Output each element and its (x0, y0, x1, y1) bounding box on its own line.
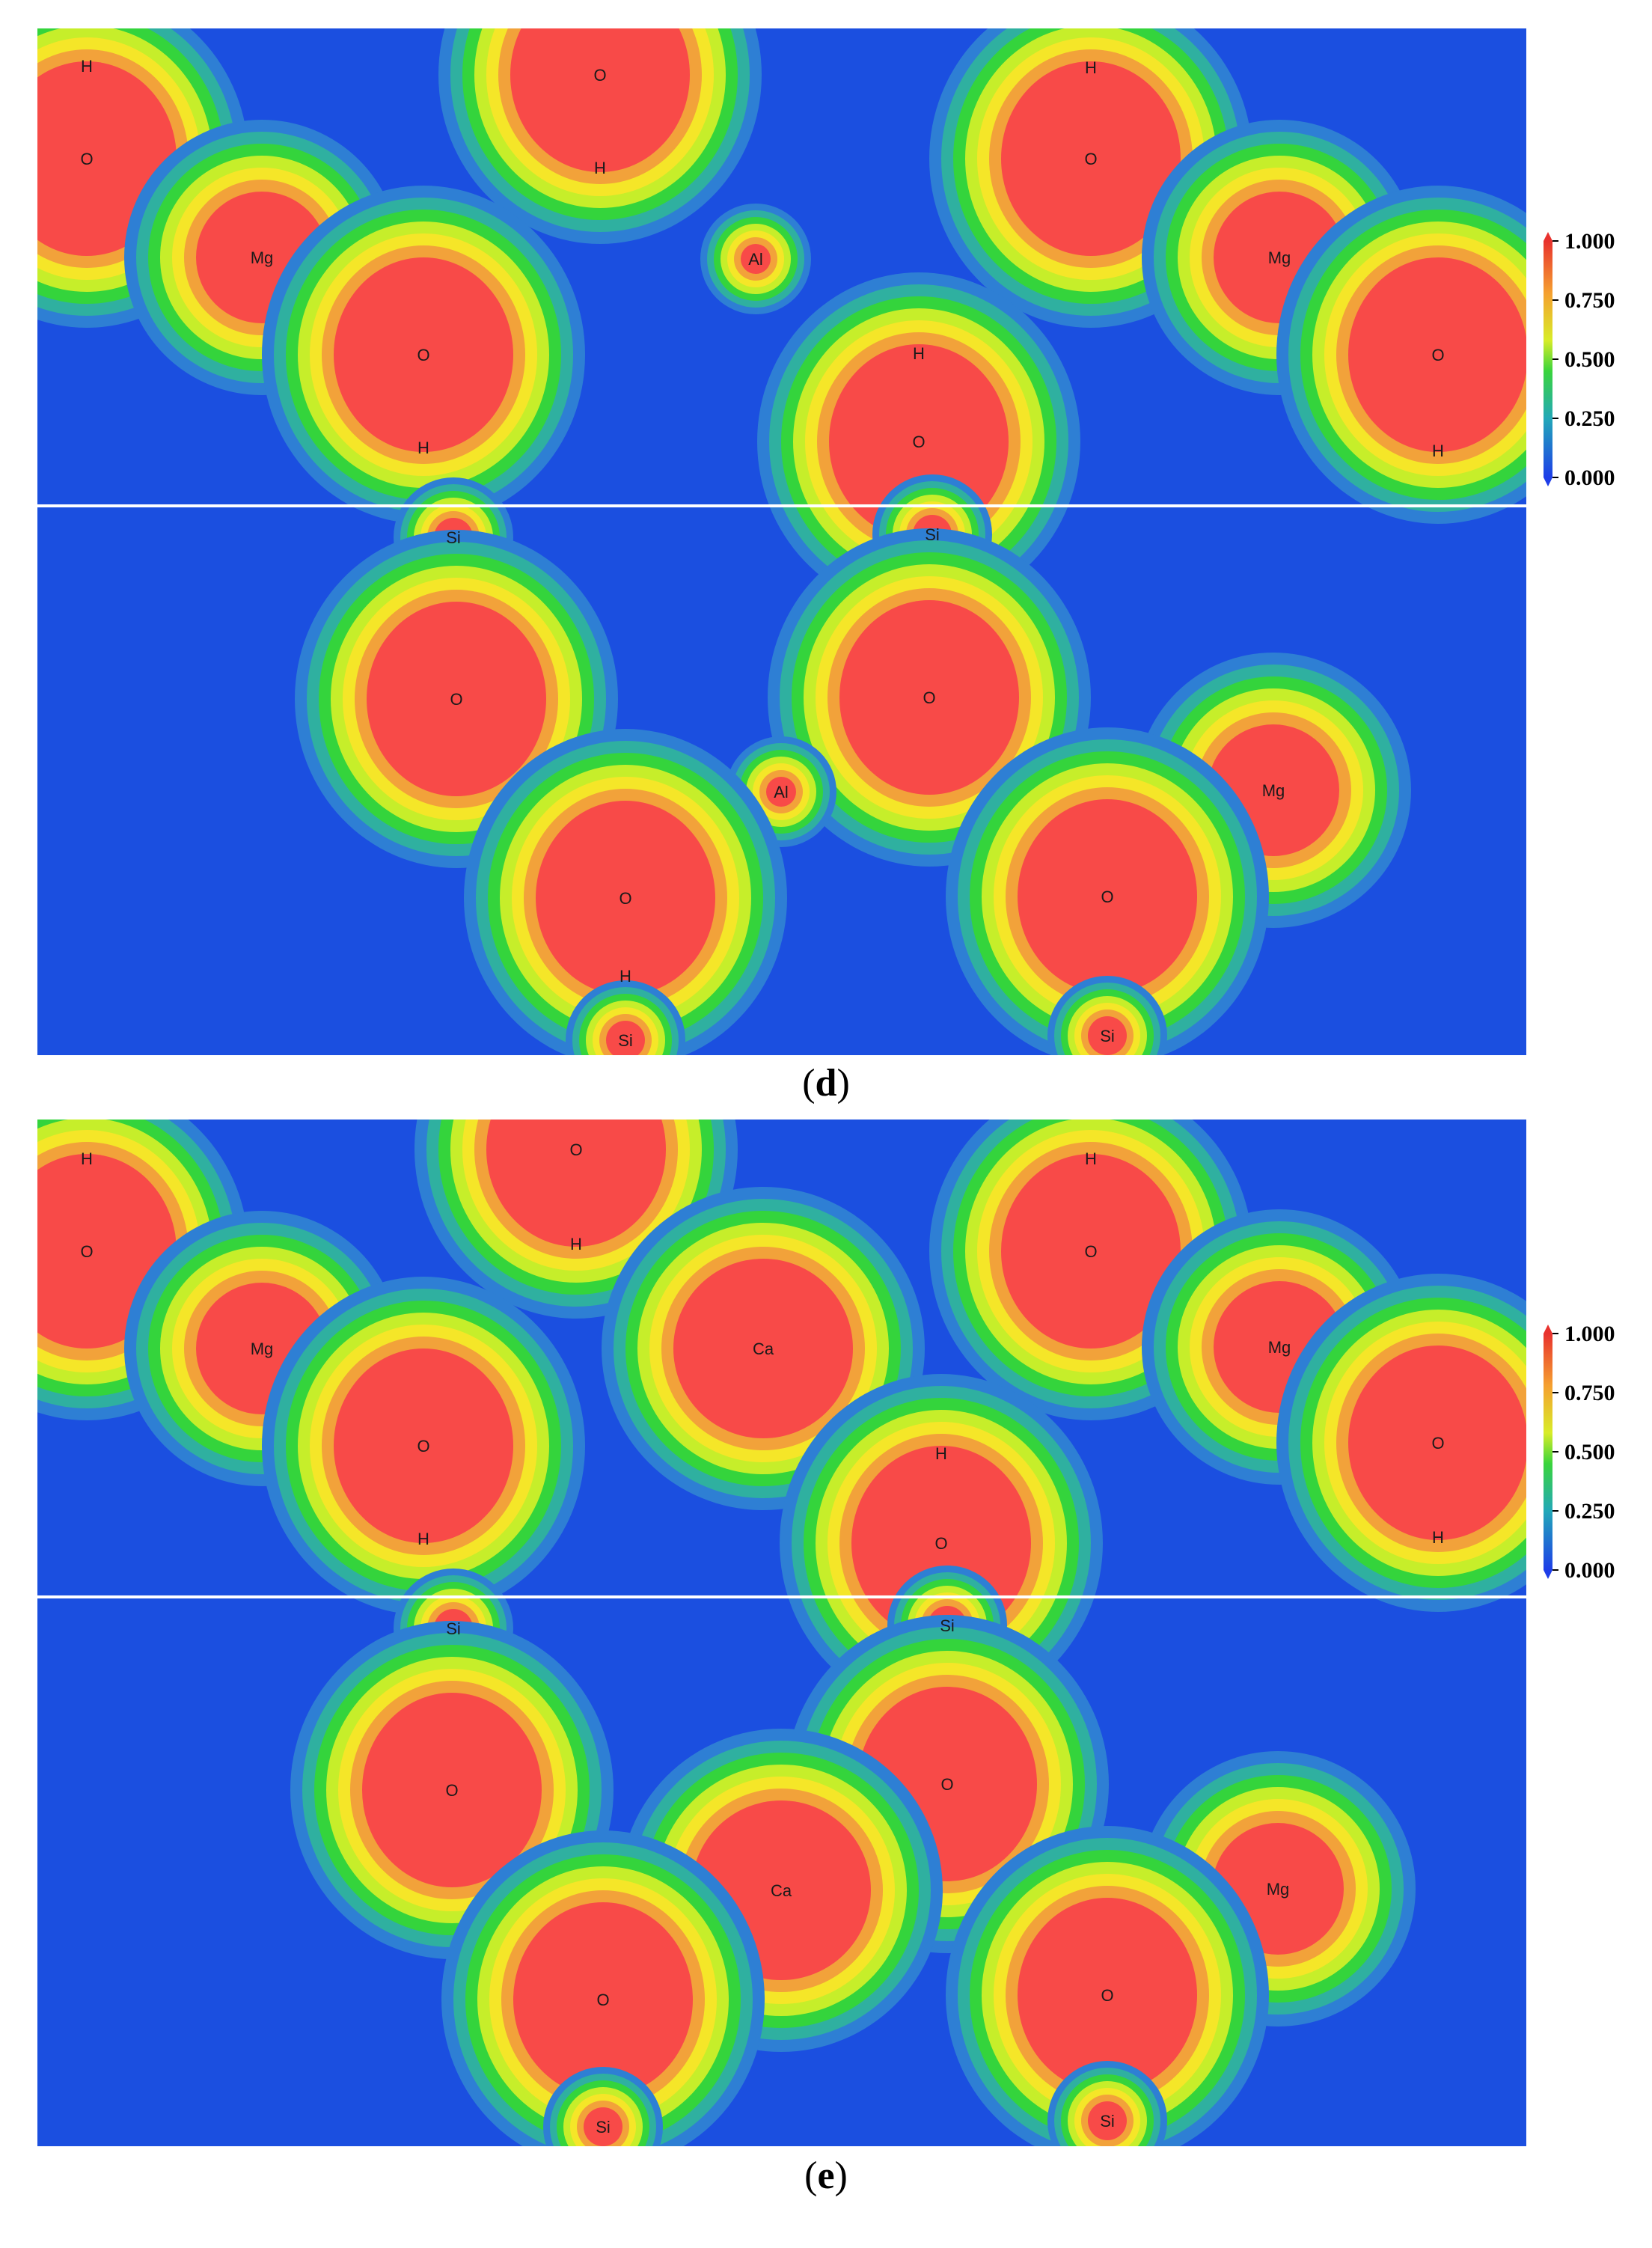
atom-label-si: Si (1100, 1027, 1115, 1045)
atom-label-o: O (80, 150, 93, 168)
caption-e-letter: e (817, 2154, 835, 2197)
atom-label-h: H (594, 159, 606, 177)
density-blob-o (1276, 186, 1526, 524)
atom-label-o: O (593, 66, 606, 85)
atom-label-o: O (1431, 346, 1444, 364)
atom-label-si: Si (940, 1616, 955, 1635)
atom-label-h: H (1085, 1149, 1097, 1168)
atom-label-o: O (1431, 1434, 1444, 1453)
atom-label-mg: Mg (1268, 248, 1291, 267)
atom-label-si: Si (618, 1031, 633, 1050)
atom-label-mg: Mg (1262, 781, 1285, 800)
atom-label-o: O (934, 1534, 947, 1553)
atom-label-o: O (1084, 150, 1097, 168)
atom-label-si: Si (925, 525, 940, 544)
colorbar-tick-label: 1.000 (1564, 229, 1615, 254)
atom-label-al: Al (774, 783, 789, 801)
atom-label-h: H (1085, 58, 1097, 77)
atom-label-al: Al (748, 250, 763, 269)
density-blob-o (946, 1826, 1269, 2146)
atom-label-mg: Mg (1267, 1880, 1290, 1899)
density-blob-o (946, 727, 1269, 1055)
density-blob-o (464, 729, 787, 1055)
atom-label-o: O (1084, 1242, 1097, 1261)
atom-label-mg: Mg (1268, 1338, 1291, 1357)
colorbar-min-arrow (1544, 1570, 1552, 1579)
density-blob-si (543, 2067, 663, 2146)
atom-label-o: O (80, 1242, 93, 1261)
atom-label-o: O (1101, 1986, 1113, 2005)
colorbar-tick-label: 1.000 (1564, 1322, 1615, 1346)
colorbar-e: 1.000 0.750 0.500 0.250 0.000 (1544, 1322, 1615, 1583)
atom-label-h: H (935, 1444, 947, 1463)
atom-label-o: O (417, 1437, 429, 1456)
colorbar-max-arrow (1544, 232, 1552, 241)
atom-label-o: O (1101, 888, 1113, 906)
atom-label-h: H (913, 344, 925, 363)
atom-label-h: H (1432, 442, 1444, 460)
caption-d: (d) (802, 1062, 850, 1105)
colorbar-tick-label: 0.000 (1564, 465, 1615, 490)
atom-label-ca: Ca (753, 1340, 774, 1358)
colorbar-tick-label: 0.750 (1564, 288, 1615, 313)
colorbar-gradient (1544, 241, 1552, 477)
atom-label-ca: Ca (771, 1881, 792, 1900)
atom-label-o: O (417, 346, 429, 364)
atom-label-mg: Mg (251, 1340, 274, 1358)
atom-label-si: Si (446, 1619, 461, 1638)
elf-map-d: H O H O H O Mg Al Mg O H O H O H Si Si O O Al Mg O H O Si Si (37, 28, 1526, 1055)
density-blob-o (438, 28, 762, 244)
atom-label-si: Si (596, 2118, 611, 2136)
colorbar-gradient (1544, 1334, 1552, 1570)
density-blob-o (290, 1621, 614, 1959)
atom-label-o: O (596, 1991, 609, 2009)
colorbar-tick-label: 0.250 (1564, 1499, 1615, 1524)
elf-map-panel-e: H O H O H O Mg Ca Mg O H O H O H Si Si O O Ca Mg O O Si Si (37, 1120, 1526, 2146)
atom-label-o: O (445, 1781, 458, 1800)
density-blob-si (1047, 976, 1167, 1055)
caption-d-letter: d (815, 1062, 837, 1105)
density-blob-o (441, 1830, 765, 2146)
atom-label-si: Si (446, 528, 461, 547)
density-blob-ca (620, 1729, 943, 2052)
colorbar-tick-label: 0.500 (1564, 347, 1615, 372)
atom-label-h: H (620, 967, 631, 986)
caption-e: (e) (804, 2154, 848, 2197)
atom-label-mg: Mg (251, 248, 274, 267)
colorbar-min-arrow (1544, 477, 1552, 486)
elf-map-panel-d: H O H O H O Mg Al Mg O H O H O H Si Si O O Al Mg O H O Si Si (37, 28, 1526, 1055)
colorbar-d: 1.000 0.750 0.500 0.250 0.000 (1544, 229, 1615, 490)
elf-map-e: H O H O H O Mg Ca Mg O H O H O H Si Si O O Ca Mg O O Si Si (37, 1120, 1526, 2146)
atom-label-o: O (940, 1775, 953, 1794)
colorbar-tick-label: 0.500 (1564, 1440, 1615, 1464)
atom-label-o: O (450, 690, 462, 709)
atom-label-h: H (1432, 1528, 1444, 1547)
atom-label-h: H (81, 1149, 93, 1168)
atom-label-o: O (912, 433, 925, 451)
density-blob-si (566, 980, 685, 1055)
colorbar-tick-label: 0.750 (1564, 1381, 1615, 1405)
density-blob-al (700, 204, 811, 314)
atom-label-o: O (923, 688, 935, 707)
atom-label-o: O (569, 1140, 582, 1159)
density-blob-mg (1142, 120, 1417, 395)
density-blob-o (262, 186, 585, 524)
atom-label-h: H (417, 439, 429, 457)
atom-label-o: O (619, 889, 631, 908)
atom-label-si: Si (1100, 2112, 1115, 2131)
colorbar-tick-label: 0.000 (1564, 1558, 1615, 1583)
layer-divider (37, 1595, 1526, 1598)
colorbar-tick-label: 0.250 (1564, 406, 1615, 431)
density-blob-o (1276, 1274, 1526, 1612)
atom-label-h: H (81, 57, 93, 76)
colorbar-max-arrow (1544, 1325, 1552, 1334)
layer-divider (37, 504, 1526, 507)
density-blob-si (1047, 2061, 1167, 2146)
density-blob-o (262, 1277, 585, 1615)
atom-label-h: H (570, 1235, 582, 1253)
atom-label-h: H (417, 1530, 429, 1548)
